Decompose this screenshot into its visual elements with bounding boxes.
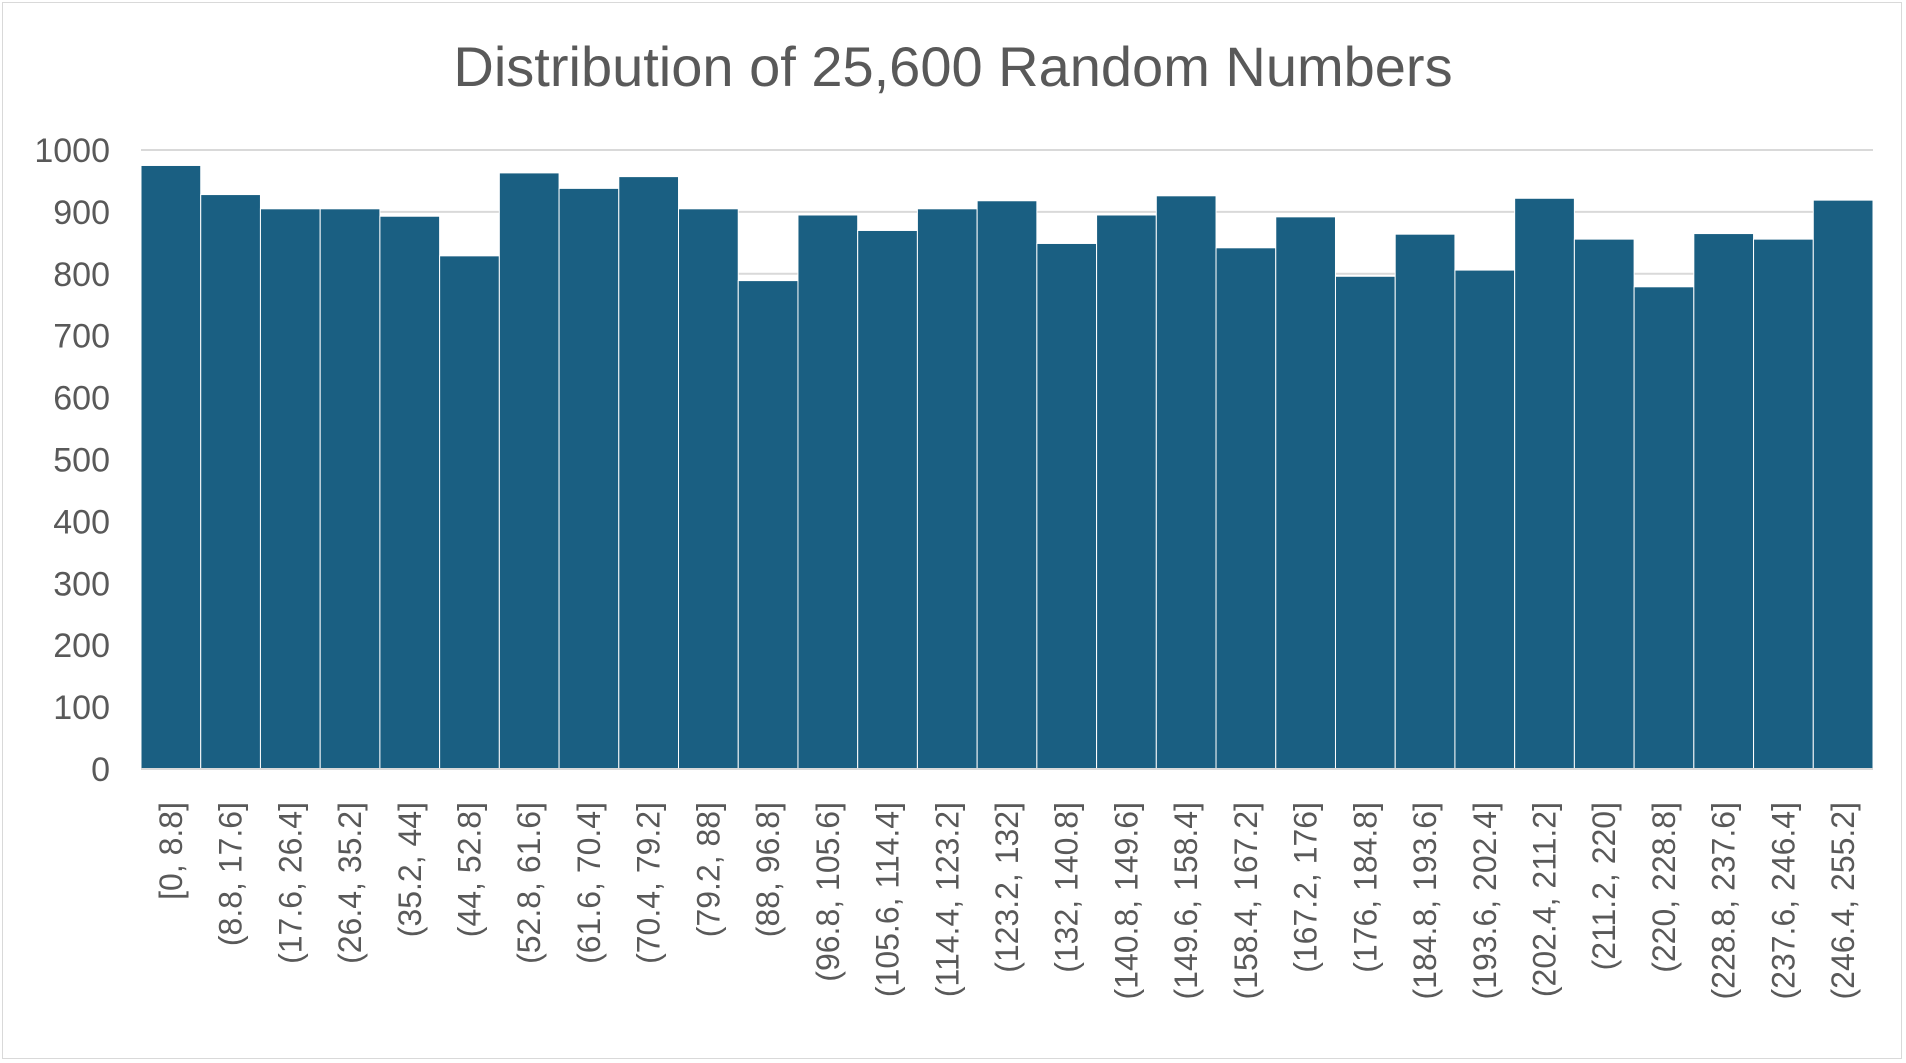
histogram-bar [1514,197,1575,770]
y-tick-label: 900 [53,194,110,232]
histogram-bar [1812,199,1874,770]
histogram-bar [797,214,859,770]
histogram-bar [1036,242,1098,770]
x-tick-label: (17.6, 26.4] [272,802,308,964]
histogram-bar [1334,275,1396,770]
x-tick-label: (8.8, 17.6] [213,802,249,946]
x-tick-label: (79.2, 88] [690,802,726,937]
histogram-bar [1693,233,1755,770]
x-tick-label: (70.4, 79.2] [631,802,667,964]
y-tick-label: 1000 [34,132,110,170]
histogram-bar [976,200,1038,770]
x-tick-label: (123.2, 132] [989,802,1025,973]
histogram-bar [1573,238,1635,770]
histogram-bar [1155,195,1217,770]
x-tick-label: (167.2, 176] [1288,802,1324,973]
y-tick-label: 800 [53,256,110,294]
histogram-bar [678,208,739,770]
y-tick-label: 500 [53,442,110,480]
histogram-bar [379,215,441,770]
histogram-bar [618,176,680,770]
x-tick-label: (44, 52.8] [451,802,487,937]
histogram-bar [498,172,560,770]
x-tick-label: [0, 8.8] [153,802,189,900]
x-tick-label: (88, 96.8] [750,802,786,937]
histogram-bar [439,255,500,770]
x-tick-label: (35.2, 44] [392,802,428,937]
histogram-bar [1096,214,1157,770]
histogram-bar [140,164,202,770]
x-tick-label: (26.4, 35.2] [332,802,368,964]
x-tick-label: (184.8, 193.6] [1407,802,1443,999]
histogram-bar [200,194,261,770]
histogram-bar [1633,286,1695,770]
histogram-bar [916,208,978,770]
chart-title: Distribution of 25,600 Random Numbers [453,35,1453,98]
x-tick-label: (220, 228.8] [1646,802,1682,973]
x-tick-label: (96.8, 105.6] [810,802,846,982]
x-tick-label: (132, 140.8] [1049,802,1085,973]
x-tick-label: (202.4, 211.2] [1527,802,1563,997]
x-tick-label: (193.6, 202.4] [1467,802,1503,999]
x-tick-label: (114.4, 123.2] [929,802,965,997]
x-tick-label: (228.8, 237.6] [1706,802,1742,999]
y-tick-label: 300 [53,565,110,603]
x-tick-label: (246.4, 255.2] [1825,802,1861,999]
histogram-bar [737,280,799,770]
y-tick-label: 0 [91,751,110,789]
histogram-bar [1275,216,1336,770]
histogram-bar [1394,233,1456,770]
histogram-bar [1753,238,1814,770]
histogram-bar [259,208,321,770]
histogram-bar [558,187,620,770]
y-tick-label: 100 [53,689,110,727]
x-tick-label: (61.6, 70.4] [571,802,607,964]
x-tick-label: (149.6, 158.4] [1168,802,1204,999]
histogram-bar [319,208,381,770]
x-tick-label: (105.6, 114.4] [870,802,906,997]
histogram-bar [1454,269,1516,770]
x-tick-label: (237.6, 246.4] [1765,802,1801,999]
x-tick-label: (211.2, 220] [1586,802,1622,970]
y-tick-label: 700 [53,318,110,356]
x-tick-label: (140.8, 149.6] [1108,802,1144,999]
x-tick-label: (176, 184.8] [1347,802,1383,973]
histogram-bar [857,229,918,770]
y-tick-label: 600 [53,380,110,418]
y-tick-label: 200 [53,627,110,665]
y-tick-label: 400 [53,503,110,541]
x-tick-label: (158.4, 167.2] [1228,802,1264,999]
histogram-bar [1215,247,1277,770]
x-tick-label: (52.8, 61.6] [511,802,547,964]
